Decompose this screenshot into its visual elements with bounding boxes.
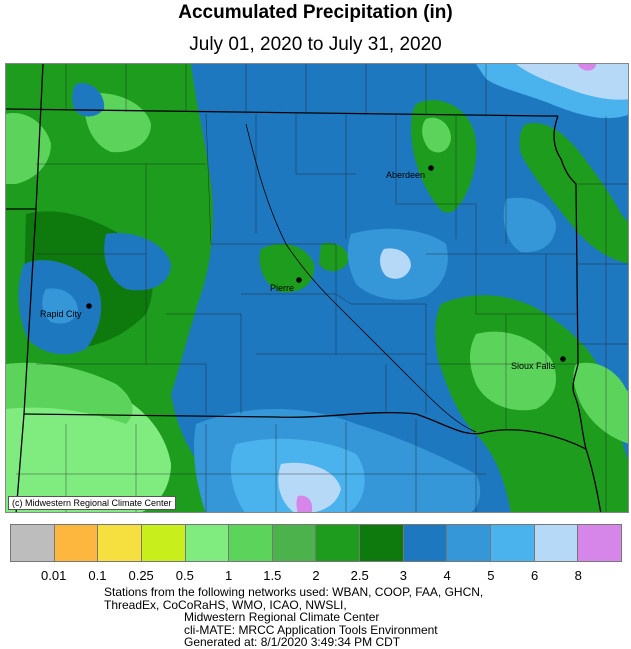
- pierre-green-2: [319, 243, 349, 272]
- sioux-falls-marker: [560, 356, 566, 362]
- city-label-sioux-falls: Sioux Falls: [511, 361, 556, 371]
- copyright-notice: (c) Midwestern Regional Climate Center: [8, 496, 176, 510]
- footer-line-networks-2: ThreadEx, CoCoRaHS, WMO, ICAO, NWSLI,: [104, 597, 347, 612]
- west-mid-blue-1: [104, 233, 171, 291]
- legend-swatch: [491, 525, 535, 561]
- footer-line-climate: cli-MATE: MRCC Application Tools Environ…: [184, 622, 438, 637]
- legend-swatch: [272, 525, 317, 561]
- legend-swatch: [141, 525, 186, 561]
- south-purple: [296, 495, 313, 512]
- footer-line-generated: Generated at: 8/1/2020 3:49:34 PM CDT: [184, 635, 401, 649]
- legend-tick-label: 0.1: [88, 568, 107, 583]
- legend-tick-label: 1: [224, 568, 233, 583]
- footer-line-mrcc: Midwestern Regional Climate Center: [184, 610, 380, 624]
- precipitation-map: Aberdeen Pierre Rapid City Sioux Falls (…: [5, 63, 629, 513]
- footer-line-networks: Stations from the following networks use…: [104, 585, 484, 599]
- legend-swatch: [316, 525, 361, 561]
- legend-swatch: [447, 525, 492, 561]
- legend-swatch: [11, 525, 55, 561]
- footer-notes: Stations from the following networks use…: [104, 586, 483, 649]
- sd-mn-border: [553, 115, 602, 512]
- city-label-pierre: Pierre: [270, 283, 295, 293]
- ne-pale-blue: [516, 64, 628, 100]
- color-legend: [10, 524, 622, 562]
- sw-mid-green: [6, 362, 133, 424]
- legend-swatch: [98, 525, 142, 561]
- city-label-aberdeen: Aberdeen: [386, 170, 426, 180]
- aberdeen-marker: [428, 165, 434, 171]
- legend-tick-label: 0.01: [41, 568, 67, 583]
- legend-swatch: [403, 525, 448, 561]
- se-mid-green: [573, 362, 628, 444]
- map-canvas: [6, 64, 628, 512]
- south-pale-blue: [278, 462, 341, 512]
- east-light-green: [470, 331, 556, 411]
- legend-tick-label: 6: [530, 568, 539, 583]
- legend-tick-label: 0.25: [128, 568, 154, 583]
- legend-tick-label: 4: [443, 568, 451, 583]
- map-title: Accumulated Precipitation (in): [178, 2, 453, 23]
- sd-west-border: [15, 64, 44, 512]
- legend-tick-labels: 0.01 0.1 0.25 0.5 1 1.5 2 2.5 3 4 5 6 8: [0, 568, 631, 586]
- missouri-river: [245, 123, 477, 433]
- legend-tick-label: 0.5: [175, 568, 194, 583]
- city-label-rapid-city: Rapid City: [40, 309, 82, 319]
- legend-swatch: [54, 525, 99, 561]
- sd-ne-border: [23, 411, 587, 450]
- legend-tick-label: 2: [312, 568, 320, 583]
- legend-swatch: [360, 525, 404, 561]
- black-hills-light: [42, 288, 78, 324]
- west-mid-blue-2: [72, 83, 105, 117]
- legend-swatch: [185, 525, 230, 561]
- legend-swatch: [578, 525, 621, 561]
- center-pale-blue: [380, 248, 411, 279]
- ne-green: [519, 123, 628, 264]
- aberdeen-light-green: [422, 117, 451, 153]
- legend-tick-label: 8: [574, 568, 582, 583]
- date-range-subtitle: July 01, 2020 to July 31, 2020: [189, 34, 442, 55]
- legend-swatch: [534, 525, 579, 561]
- east-mid-blue: [503, 197, 556, 253]
- legend-tick-label: 5: [487, 568, 495, 583]
- legend-swatch: [229, 525, 273, 561]
- pierre-marker: [296, 277, 302, 283]
- rapid-city-marker: [86, 303, 92, 309]
- legend-tick-label: 3: [399, 568, 408, 583]
- ne-purple: [578, 64, 596, 71]
- legend-tick-label: 2.5: [350, 568, 369, 583]
- legend-tick-label: 1.5: [263, 568, 282, 583]
- county-lines: [16, 64, 628, 512]
